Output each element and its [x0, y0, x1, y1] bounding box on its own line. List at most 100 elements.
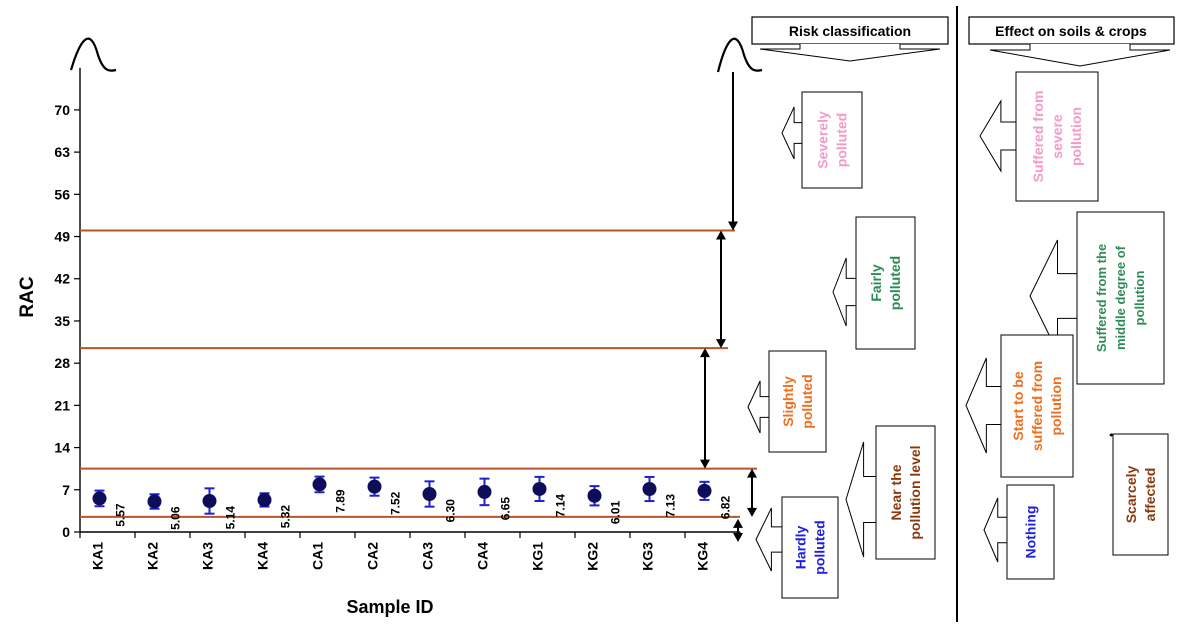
data-marker	[202, 494, 217, 509]
callout-box	[1006, 484, 1055, 580]
data-marker	[422, 487, 437, 502]
y-tick-labels: 0 7 14 21 28 35 42 49 56 63 70	[54, 102, 80, 540]
data-value-label: 5.57	[114, 503, 128, 527]
data-marker	[532, 481, 547, 496]
risk-classification-header: Risk classification	[751, 16, 949, 62]
data-point-ca3: 6.30	[422, 480, 458, 523]
threshold-lines	[80, 229, 757, 518]
callout-box	[855, 216, 916, 350]
callout-text: Hardly polluted	[792, 520, 827, 574]
data-marker	[697, 483, 712, 498]
data-point-kg3: 7.13	[642, 475, 678, 517]
y-tick-label: 35	[54, 313, 70, 329]
callout-arrow	[965, 357, 1004, 454]
x-tick-label: KA4	[255, 542, 271, 570]
data-point-ka2: 5.06	[147, 493, 183, 530]
arrow-severely	[728, 72, 738, 231]
x-tick-labels: KA1 KA2 KA3 KA4 CA1 CA2 CA3 CA4 KG1 KG2 KG3 KG4	[79, 532, 741, 571]
range-arrows	[700, 72, 757, 542]
effect-start-to-be-suffered: Start to be suffered from pollution	[965, 334, 1074, 478]
data-marker	[477, 484, 492, 499]
data-marker	[147, 494, 162, 509]
data-point-ca2: 7.52	[367, 476, 403, 515]
data-value-label: 7.52	[389, 491, 403, 515]
y-tick-label: 63	[54, 144, 70, 160]
callout-text: Suffered from severe pollution	[1030, 91, 1084, 183]
callout-arrow	[979, 99, 1019, 173]
y-tick-label: 21	[54, 397, 70, 413]
effect-nothing: Nothing	[983, 484, 1055, 580]
y-tick-label: 0	[62, 524, 70, 540]
data-value-label: 7.89	[334, 489, 348, 513]
y-tick-label: 14	[54, 440, 70, 456]
data-value-label: 6.30	[444, 499, 458, 523]
callout-box	[781, 496, 839, 599]
risk-slightly-polluted: Slightly polluted	[747, 350, 827, 453]
y-tick-label: 49	[54, 229, 70, 245]
effect-middle-degree: Suffered from the middle degree of polluti…	[1029, 211, 1165, 385]
callout-text: Nothing	[1022, 506, 1038, 559]
data-point-ka1: 5.57	[92, 489, 128, 527]
data-value-label: 6.65	[499, 497, 513, 521]
callout-text: Suffered from the middle degree of polluti…	[1094, 244, 1147, 352]
data-marker	[92, 491, 107, 506]
callout-arrow	[755, 507, 785, 572]
axis-break-right	[716, 37, 763, 73]
axis-break-left	[69, 37, 117, 72]
arrow-slightly	[700, 348, 710, 469]
callout-arrow	[781, 106, 805, 160]
callout-arrow	[1109, 432, 1113, 438]
callout-text: Severely polluted	[814, 111, 849, 169]
data-point-ca4: 6.65	[477, 477, 513, 521]
callout-box	[768, 350, 827, 453]
x-tick-label: CA2	[365, 542, 381, 570]
data-point-ca1: 7.89	[312, 475, 348, 513]
x-tick-label: KA3	[200, 542, 216, 570]
data-point-ka3: 5.14	[202, 487, 238, 530]
callout-arrow	[845, 441, 879, 558]
arrow-hardly	[733, 518, 743, 542]
data-point-kg1: 7.14	[532, 475, 568, 517]
data-point-kg2: 6.01	[587, 485, 623, 524]
data-value-label: 5.14	[224, 506, 238, 530]
callout-box	[1112, 433, 1169, 556]
y-tick-label: 7	[62, 482, 70, 498]
x-tick-label: KG2	[585, 542, 601, 571]
callout-text: Start to be suffered from pollution	[1010, 361, 1064, 451]
y-tick-label: 56	[54, 186, 70, 202]
data-marker	[642, 482, 657, 497]
arrow-near	[747, 468, 757, 517]
x-tick-label: KA1	[90, 542, 106, 570]
y-tick-label: 42	[54, 271, 70, 287]
callout-box	[801, 91, 863, 189]
x-tick-label: CA3	[420, 542, 436, 570]
effect-scarcely-affected: Scarcely affected	[1109, 432, 1169, 556]
callout-arrow	[983, 497, 1010, 563]
callout-text: Slightly polluted	[780, 374, 815, 428]
arrow-fairly	[716, 230, 726, 349]
callout-arrow	[832, 257, 858, 327]
y-tick-label: 70	[54, 102, 70, 118]
data-value-label: 5.06	[169, 506, 183, 530]
y-axis-label: RAC	[17, 276, 38, 317]
risk-header-arrow	[759, 44, 941, 62]
effect-header-text: Effect on soils & crops	[995, 23, 1147, 39]
callout-text: Fairly polluted	[868, 256, 903, 310]
risk-classification-callouts: Severely polluted Fairly polluted Slightly po…	[747, 91, 936, 599]
effect-header-arrow	[989, 44, 1171, 67]
data-point-ka4: 5.32	[257, 492, 293, 529]
callout-box	[1015, 71, 1099, 202]
data-point-kg4: 6.82	[697, 480, 733, 519]
data-points: 5.57 5.06 5.14 5.32 7.89 7.52 6.30 6.65 7.14 6.01…	[92, 475, 733, 530]
x-tick-label: KG4	[695, 542, 711, 571]
data-marker	[257, 492, 272, 507]
data-value-label: 5.32	[279, 505, 293, 529]
callout-arrow	[747, 380, 771, 434]
data-value-label: 6.01	[609, 500, 623, 524]
effect-severe-pollution: Suffered from severe pollution	[979, 71, 1099, 202]
data-marker	[587, 488, 602, 503]
x-tick-label: KA2	[145, 542, 161, 570]
axes	[79, 67, 740, 533]
risk-fairly-polluted: Fairly polluted	[832, 216, 916, 350]
